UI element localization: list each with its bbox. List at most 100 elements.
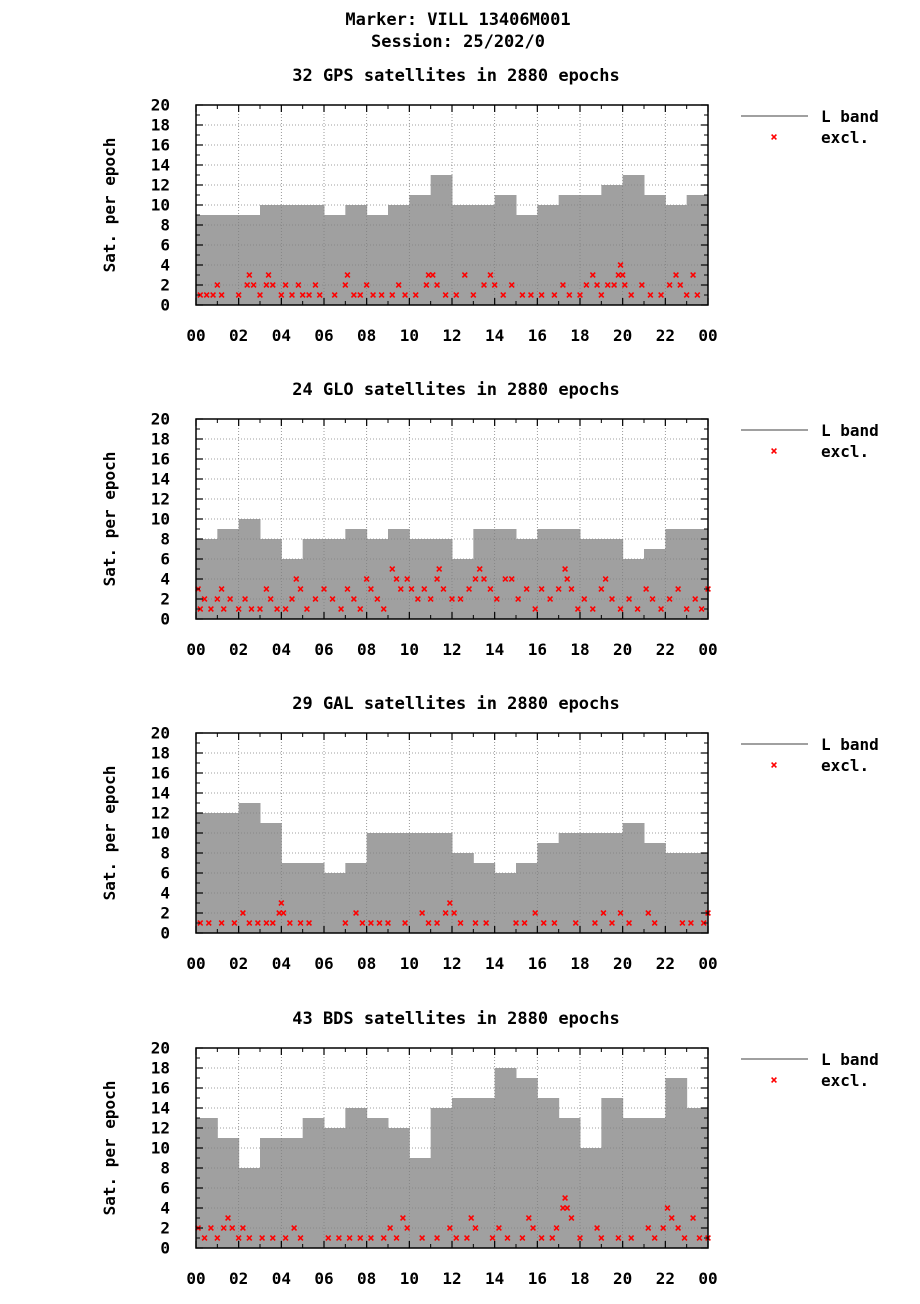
l-band-bar bbox=[580, 195, 602, 305]
excl-mark bbox=[306, 920, 313, 926]
l-band-bar bbox=[665, 1078, 688, 1248]
excl-mark bbox=[357, 1235, 364, 1241]
x-tick-label: 08 bbox=[357, 640, 376, 659]
excl-mark bbox=[472, 576, 479, 582]
l-band-bar bbox=[388, 205, 410, 305]
l-band-bar bbox=[516, 1078, 538, 1248]
excl-mark bbox=[609, 920, 615, 926]
excl-mark bbox=[513, 920, 519, 926]
l-band-bar bbox=[366, 1118, 389, 1248]
x-tick-label: 18 bbox=[570, 1269, 589, 1288]
excl-mark bbox=[643, 586, 650, 592]
excl-mark bbox=[472, 1225, 479, 1231]
excl-mark bbox=[553, 1225, 560, 1231]
excl-mark bbox=[572, 920, 579, 926]
excl-mark bbox=[393, 1235, 400, 1241]
y-tick-label: 2 bbox=[160, 590, 170, 609]
excl-mark bbox=[668, 1215, 675, 1221]
x-tick-label: 20 bbox=[613, 640, 632, 659]
excl-mark bbox=[677, 282, 684, 288]
excl-mark bbox=[696, 1235, 703, 1241]
excl-mark bbox=[538, 292, 545, 298]
l-band-bar bbox=[558, 833, 581, 933]
excl-mark bbox=[197, 292, 204, 298]
y-tick-label: 4 bbox=[160, 884, 170, 903]
excl-mark bbox=[325, 1235, 332, 1241]
excl-mark bbox=[483, 920, 490, 926]
excl-mark bbox=[602, 576, 609, 582]
legend: L band excl. bbox=[741, 107, 879, 147]
excl-mark bbox=[293, 576, 300, 582]
x-tick-label: 20 bbox=[613, 1269, 632, 1288]
excl-mark bbox=[504, 1235, 511, 1241]
l-band-bar bbox=[260, 823, 282, 933]
y-axis-label: Sat. per epoch bbox=[100, 452, 119, 587]
x-tick-label: 00 bbox=[698, 954, 717, 973]
x-tick-label: 14 bbox=[485, 640, 504, 659]
y-tick-label: 18 bbox=[151, 744, 170, 763]
l-band-bar bbox=[601, 833, 624, 933]
y-tick-label: 12 bbox=[151, 176, 170, 195]
y-tick-label: 6 bbox=[160, 236, 170, 255]
excl-mark bbox=[214, 1235, 221, 1241]
excl-mark bbox=[481, 576, 487, 582]
excl-mark bbox=[389, 566, 396, 572]
l-band-bar bbox=[473, 205, 496, 305]
x-tick-label: 16 bbox=[528, 640, 547, 659]
x-tick-label: 00 bbox=[186, 1269, 205, 1288]
excl-mark bbox=[380, 1235, 387, 1241]
x-tick-label: 06 bbox=[314, 954, 333, 973]
y-tick-label: 8 bbox=[160, 844, 170, 863]
excl-mark bbox=[463, 1235, 470, 1241]
excl-mark bbox=[434, 1235, 441, 1241]
excl-mark bbox=[645, 910, 652, 916]
excl-mark bbox=[367, 920, 374, 926]
excl-mark bbox=[611, 282, 618, 288]
x-tick-label: 10 bbox=[400, 640, 419, 659]
l-band-bar bbox=[388, 529, 410, 619]
x-tick-label: 02 bbox=[229, 640, 248, 659]
excl-mark bbox=[683, 292, 690, 298]
excl-mark bbox=[453, 292, 460, 298]
x-tick-label: 14 bbox=[485, 954, 504, 973]
excl-mark bbox=[363, 576, 370, 582]
excl-mark bbox=[297, 1235, 304, 1241]
excl-mark bbox=[269, 282, 276, 288]
excl-mark bbox=[367, 586, 374, 592]
excl-mark bbox=[617, 262, 624, 268]
y-tick-label: 18 bbox=[151, 1059, 170, 1078]
chart-title: 24 GLO satellites in 2880 epochs bbox=[292, 380, 620, 400]
x-tick-label: 00 bbox=[698, 1269, 717, 1288]
excl-mark bbox=[583, 282, 590, 288]
excl-mark bbox=[521, 920, 528, 926]
l-band-bar bbox=[217, 529, 240, 619]
l-band-bar bbox=[452, 1098, 474, 1248]
excl-mark bbox=[376, 920, 383, 926]
l-band-bar bbox=[601, 539, 624, 619]
excl-mark bbox=[540, 920, 547, 926]
y-tick-label: 20 bbox=[151, 410, 170, 429]
excl-mark bbox=[250, 282, 257, 288]
excl-mark bbox=[621, 282, 628, 288]
excl-mark bbox=[598, 292, 605, 298]
legend-l-band-label: L band bbox=[821, 107, 879, 126]
l-band-bar bbox=[217, 813, 240, 933]
legend: L band excl. bbox=[741, 1050, 879, 1090]
excl-mark bbox=[547, 596, 554, 602]
l-band-bar bbox=[622, 1118, 645, 1248]
excl-mark bbox=[353, 910, 359, 916]
chart-title: 29 GAL satellites in 2880 epochs bbox=[292, 694, 620, 714]
l-band-bar bbox=[644, 549, 666, 619]
excl-mark bbox=[280, 910, 287, 916]
excl-mark bbox=[660, 1225, 667, 1231]
l-band-bar bbox=[473, 863, 496, 933]
excl-mark bbox=[397, 586, 404, 592]
l-band-bar bbox=[580, 833, 602, 933]
x-tick-label: 02 bbox=[229, 326, 248, 345]
excl-mark bbox=[658, 292, 665, 298]
excl-mark bbox=[419, 910, 426, 916]
excl-mark bbox=[466, 586, 473, 592]
l-band-bar bbox=[622, 823, 645, 933]
